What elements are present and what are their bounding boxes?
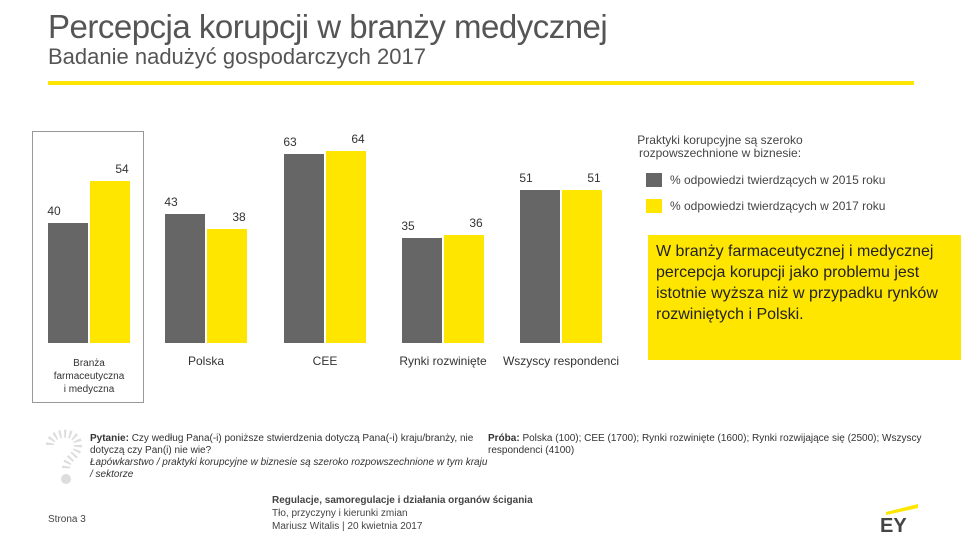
sample-text: Polska (100); CEE (1700); Rynki rozwinię… [488, 433, 922, 456]
pharma-highlight-box [32, 131, 144, 403]
bar-2015-polska [165, 214, 205, 343]
question-mark-icon [46, 429, 83, 484]
bar-2017-branza-farmaceutyczna-i-medyczna [90, 181, 130, 343]
bar-2017-cee [326, 151, 366, 343]
question-text: Czy według Pana(-i) poniższe stwierdzeni… [90, 433, 474, 456]
category-label-branza-farmaceutyczna-i-medyczna: Branża farmaceutyczna i medyczna [54, 358, 125, 395]
sample-block: Próba: Polska (100); CEE (1700); Rynki r… [488, 433, 928, 457]
category-label-rynki-rozwiniete: Rynki rozwinięte [399, 354, 487, 368]
bar-2015-wszyscy-respondenci [520, 190, 560, 343]
bar-2015-branza-farmaceutyczna-i-medyczna [48, 223, 88, 343]
page-subtitle: Badanie nadużyć gospodarczych 2017 [48, 44, 426, 69]
legend-label-2017: % odpowiedzi twierdzących w 2017 roku [670, 199, 886, 213]
bar-2017-rynki-rozwiniete [444, 235, 484, 343]
legend-label-2015: % odpowiedzi twierdzących w 2015 roku [670, 173, 886, 187]
legend-item-2017: % odpowiedzi twierdzących w 2017 roku [646, 199, 885, 213]
ey-logo-text: EY [880, 515, 907, 534]
question-block: Pytanie: Czy według Pana(-i) poniższe st… [90, 433, 490, 481]
legend-item-2015: % odpowiedzi twierdzących w 2015 roku [646, 173, 885, 187]
legend-swatch-2015 [646, 173, 662, 187]
legend-title: Praktyki korupcyjne są szeroko rozpowsze… [637, 133, 803, 160]
bar-2017-wszyscy-respondenci [562, 190, 602, 343]
bar-2017-polska [207, 229, 247, 343]
value-label-2017-polska: 38 [232, 210, 246, 224]
ey-logo-beam [886, 504, 918, 515]
callout-box: W branży farmaceutycznej i medycznej per… [648, 235, 961, 360]
value-label-2015-rynki-rozwiniete: 35 [401, 219, 415, 233]
value-label-2017-rynki-rozwiniete: 36 [469, 216, 483, 230]
page-title: Percepcja korupcji w branży medycznej [48, 8, 608, 45]
callout-text: W branży farmaceutycznej i medycznej per… [656, 243, 938, 323]
footer-info: Regulacje, samoregulacje i działania org… [272, 494, 533, 533]
ey-logo: EY [880, 504, 918, 534]
bar-2015-rynki-rozwiniete [402, 238, 442, 343]
footer-line-1: Regulacje, samoregulacje i działania org… [272, 495, 533, 506]
value-label-2015-cee: 63 [283, 135, 297, 149]
footer-line-2: Tło, przyczyny i kierunki zmian [272, 508, 408, 519]
bar-2015-cee [284, 154, 324, 343]
sample-label: Próba: [488, 433, 520, 444]
value-label-2015-polska: 43 [164, 195, 178, 209]
footer-line-3: Mariusz Witalis | 20 kwietnia 2017 [272, 521, 423, 532]
value-label-2017-wszyscy-respondenci: 51 [587, 171, 601, 185]
question-label: Pytanie: [90, 433, 129, 444]
category-label-cee: CEE [313, 354, 338, 368]
value-label-2015-wszyscy-respondenci: 51 [519, 171, 533, 185]
category-label-wszyscy-respondenci: Wszyscy respondenci [503, 354, 619, 368]
question-statement: Łapówkarstwo / praktyki korupcyjne w biz… [90, 457, 488, 480]
value-label-2015-branza-farmaceutyczna-i-medyczna: 40 [47, 204, 61, 218]
value-label-2017-branza-farmaceutyczna-i-medyczna: 54 [115, 162, 129, 176]
legend-swatch-2017 [646, 199, 662, 213]
value-label-2017-cee: 64 [351, 132, 365, 146]
category-label-polska: Polska [188, 354, 224, 368]
page-number: Strona 3 [48, 514, 86, 525]
title-rule [48, 81, 914, 85]
